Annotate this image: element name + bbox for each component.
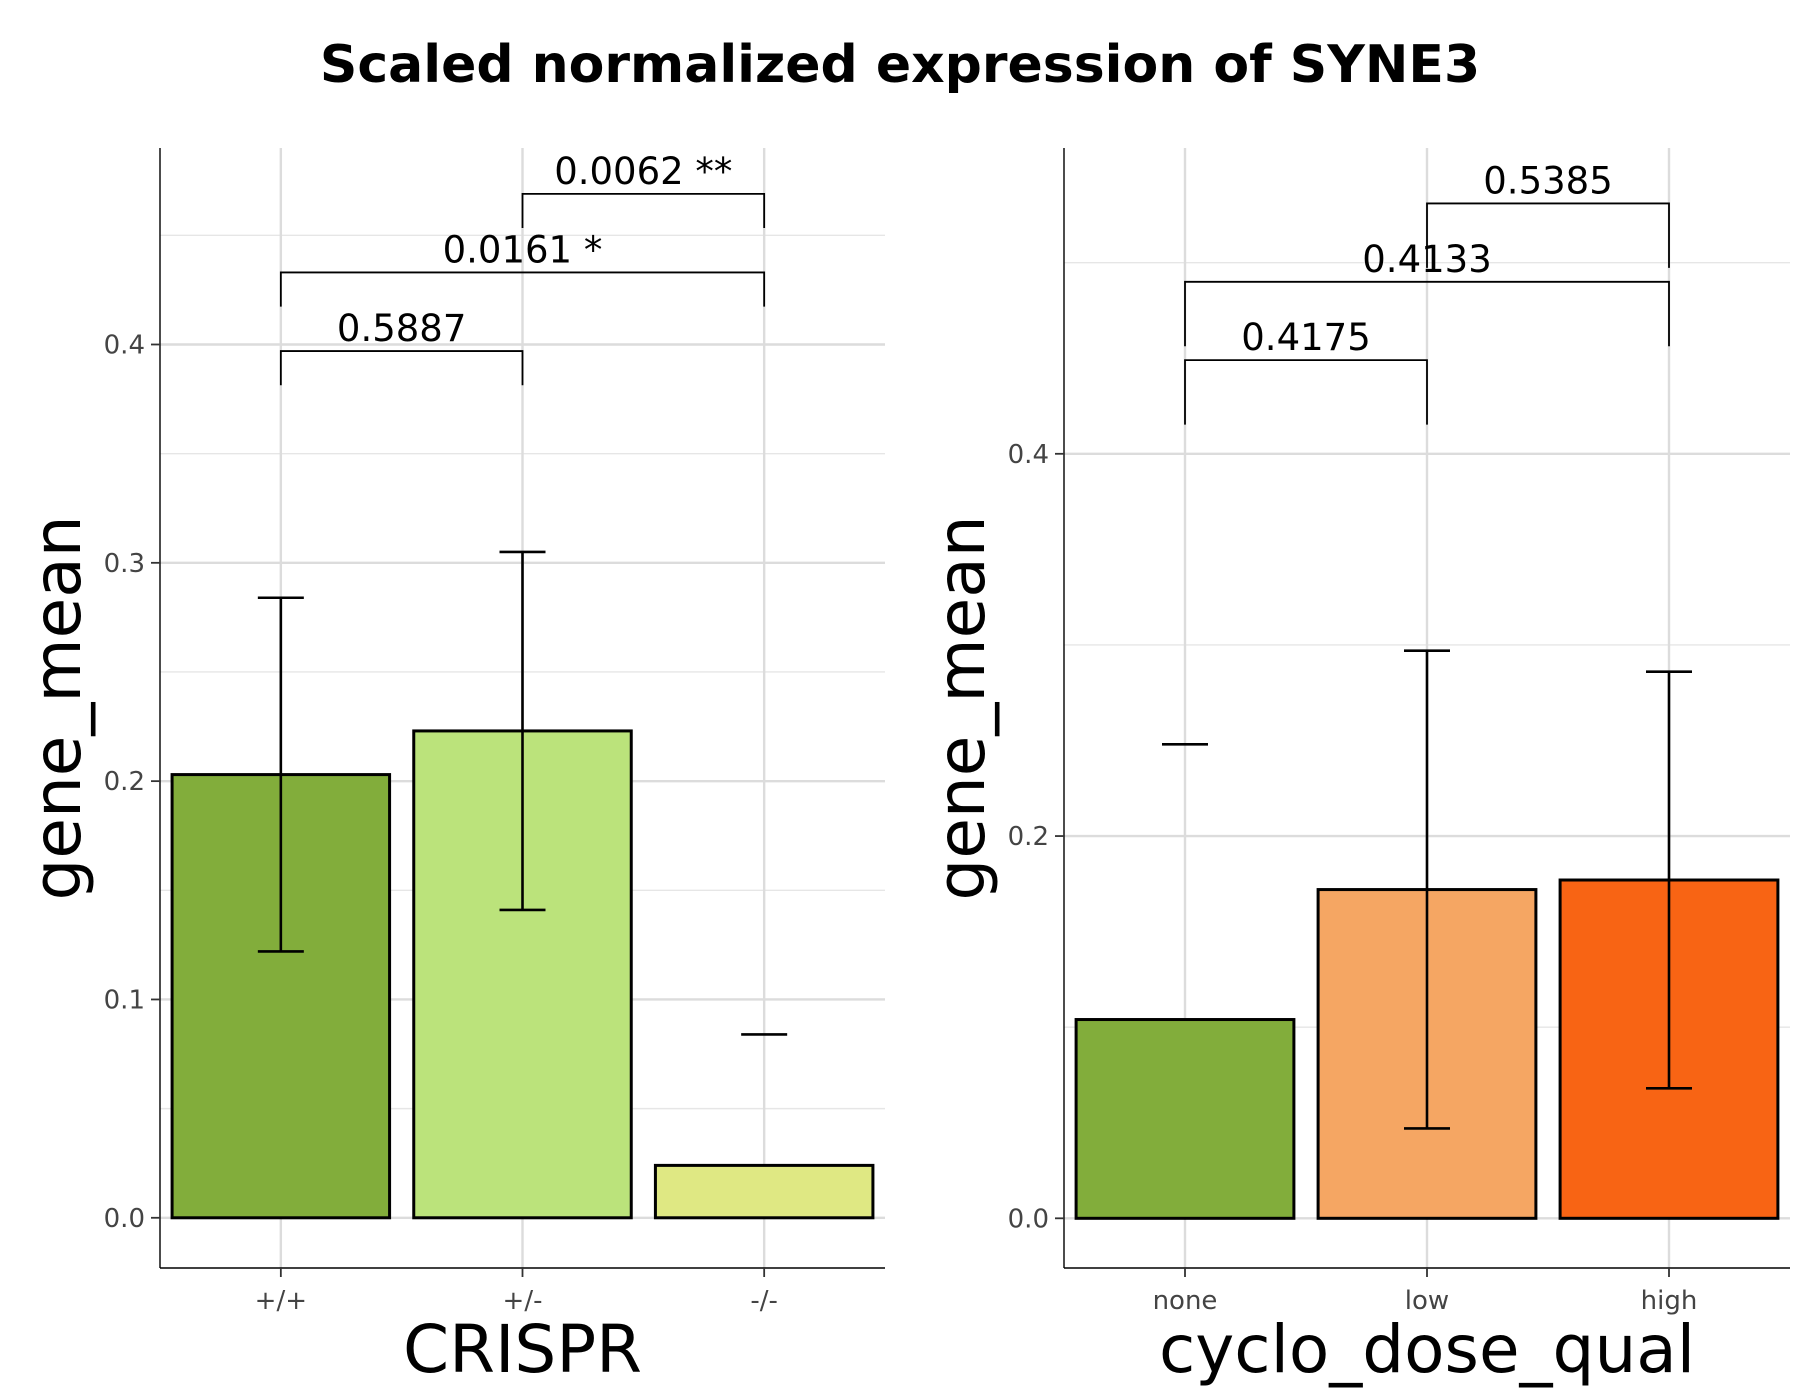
chart-title: Scaled normalized expression of SYNE3 [320, 35, 1480, 95]
bar--/- [653, 1163, 875, 1220]
x-tick-label: -/- [750, 1286, 778, 1316]
y-tick-label: 0.0 [1008, 1204, 1049, 1234]
bracket-line [1426, 202, 1670, 268]
bracket-line [279, 271, 766, 307]
comparison-bracket: 0.4175 [1184, 316, 1428, 425]
comparison-label: 0.0062 ** [554, 150, 732, 193]
y-tick-label: 0.2 [1008, 822, 1049, 852]
error-bar-+/- [499, 550, 546, 912]
x-tick-label: +/- [503, 1286, 543, 1316]
y-tick-label: 0.3 [104, 549, 145, 579]
y-tick-label: 0.1 [104, 985, 145, 1015]
error-bar-low [1404, 649, 1450, 1130]
error-bar-+/+ [257, 596, 304, 953]
comparison-label: 0.0161 * [443, 228, 603, 271]
x-tick-label: low [1405, 1286, 1449, 1316]
x-axis-title: CRISPR [403, 1311, 642, 1388]
y-tick-label: 0.0 [104, 1204, 145, 1234]
y-tick-label: 0.4 [104, 330, 145, 360]
x-tick-label: high [1641, 1286, 1698, 1316]
comparison-label: 0.5385 [1483, 159, 1612, 202]
bar-none [1074, 1018, 1296, 1220]
y-axis-title: gene_mean [923, 515, 1000, 900]
x-tick-label: none [1153, 1286, 1218, 1316]
bracket-line [521, 192, 766, 229]
x-axis-title: cyclo_dose_qual [1159, 1311, 1695, 1388]
bracket-line [1184, 359, 1428, 425]
y-tick-label: 0.2 [104, 767, 145, 797]
panel-crispr: 0.5887 0.0161 * 0.0062 ** 0.0 0.1 0.2 0.3 0.4 +/… [19, 148, 885, 1388]
comparison-label: 0.5887 [337, 307, 466, 350]
bracket-line [1184, 280, 1670, 347]
x-tick-label: +/+ [255, 1286, 307, 1316]
comparison-label: 0.4175 [1241, 316, 1370, 359]
comparison-bracket: 0.0062 ** [521, 150, 766, 229]
y-axis-title: gene_mean [19, 515, 96, 900]
comparison-bracket: 0.5887 [279, 307, 524, 386]
comparison-bracket: 0.0161 * [279, 228, 766, 307]
bracket-line [279, 350, 524, 386]
error-bar-high [1646, 670, 1692, 1090]
y-tick-label: 0.4 [1008, 440, 1049, 470]
comparison-bracket: 0.5385 [1426, 159, 1670, 268]
